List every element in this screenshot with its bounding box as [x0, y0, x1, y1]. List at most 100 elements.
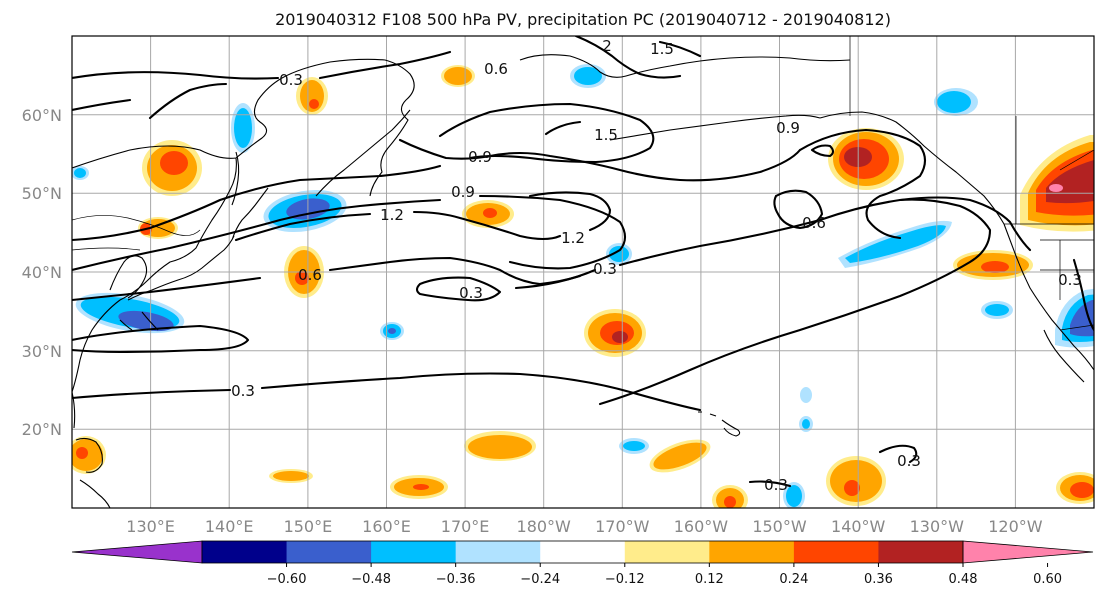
- contour-label: 0.6: [298, 266, 322, 284]
- colorbar-cells: [202, 541, 964, 563]
- korea-coast: [109, 255, 148, 299]
- kamchatka-coast: [315, 109, 411, 197]
- pv-contour-0.6: [72, 256, 582, 302]
- colorbar-tick-label: 0.24: [779, 572, 808, 587]
- contour-label: 0.3: [1058, 271, 1082, 289]
- lon-label: 180°W: [517, 517, 572, 536]
- colorbar-frame: [201, 540, 964, 564]
- map-frame: [71, 35, 1095, 509]
- precip-blob-gulf-alaska: [828, 128, 904, 190]
- precip-blob-kamchatka: [296, 77, 328, 115]
- precip-blob-tropics-2: [649, 439, 711, 473]
- colorbar-cell: [624, 541, 710, 563]
- lat-label-40n: 40°N: [22, 263, 62, 282]
- colorbar-cell: [793, 541, 879, 563]
- precip-blob-taiwan: [72, 436, 106, 474]
- pv-contour-0.9: [72, 194, 627, 272]
- colorbar-tick-label: 0.60: [1033, 572, 1062, 587]
- map-content: 0.3 0.6 1.5 2 1.5 0.9 0.9 0.9 1.2 1.2 0.…: [72, 36, 1094, 508]
- precip-neg-blob-tropics-1: [619, 438, 649, 454]
- precip-blob-tropics-4: [390, 475, 448, 499]
- contour-label: 1.5: [594, 126, 618, 144]
- colorbar-tick-label: −0.12: [605, 572, 645, 587]
- baja-coast: [1043, 329, 1085, 383]
- colorbar-ticks: −0.60 −0.48 −0.36 −0.24 −0.12 0.12 0.24 0.36 0.4…: [267, 563, 1062, 587]
- colorbar-tick-label: 0.36: [864, 572, 893, 587]
- hawaii-islands: [698, 411, 741, 437]
- colorbar-cell: [878, 541, 964, 563]
- us-mexico-border: [1059, 324, 1094, 331]
- precip-negative-shading: [72, 64, 1094, 508]
- precip-neg-blob-central-pacific: [606, 243, 632, 265]
- contour-label: 0.3: [593, 260, 617, 278]
- lon-label: 130°E: [126, 517, 175, 536]
- colorbar-tick-label: −0.60: [267, 572, 307, 587]
- lon-label: 170°E: [441, 517, 490, 536]
- lat-label-20n: 20°N: [22, 420, 62, 439]
- precip-neg-blob-kamchatka-south: [263, 189, 347, 233]
- contour-label: 0.3: [231, 382, 255, 400]
- precip-blob-bering: [441, 65, 475, 87]
- precip-blob-tropics-3: [269, 469, 313, 483]
- pv-contour-0.3-south: [72, 372, 702, 412]
- map-title: 2019040312 F108 500 hPa PV, precipitatio…: [275, 10, 891, 29]
- lon-label: 150°E: [284, 517, 333, 536]
- precip-blob-pacific-northwest: [1020, 135, 1094, 232]
- pv-contour-0.3-mid: [72, 324, 250, 354]
- asia-coast: [72, 58, 415, 393]
- contour-label: 0.3: [459, 284, 483, 302]
- colorbar-tick-label: 0.12: [695, 572, 724, 587]
- colorbar-cell: [709, 541, 795, 563]
- colorbar-extend-left: [71, 540, 203, 564]
- precip-blob-central-pacific: [462, 200, 514, 228]
- colorbar-cell: [371, 541, 457, 563]
- precip-neg-blob-alaska: [934, 88, 978, 116]
- contour-label: 1.2: [561, 229, 585, 247]
- se-alaska-bc-coast: [819, 111, 1005, 225]
- contour-label: 0.9: [776, 119, 800, 137]
- precip-neg-blob-bering-west: [570, 64, 606, 88]
- canada-internal: [1015, 116, 1094, 224]
- contour-label: 0.9: [451, 183, 475, 201]
- us-west-coast: [1003, 223, 1094, 371]
- precip-blob-tropics-1: [464, 431, 536, 461]
- north-alaska-coast: [519, 54, 851, 78]
- colorbar-cell: [202, 541, 288, 563]
- lon-label: 140°W: [831, 517, 886, 536]
- pv-contour-0.3-center: [415, 276, 502, 302]
- precip-neg-blob-japan: [75, 292, 185, 334]
- precip-positive-shading: [72, 65, 1094, 508]
- contour-label: 0.6: [484, 60, 508, 78]
- contour-label: 0.6: [802, 214, 826, 232]
- lon-label: 150°W: [752, 517, 807, 536]
- pv-contour-gulf: [798, 128, 927, 240]
- japan-coast: [119, 187, 269, 331]
- pv-contour-1.5-north: [574, 36, 702, 79]
- sakhalin-coast: [231, 151, 240, 206]
- precip-neg-blob-tropics-2: [783, 482, 805, 508]
- precip-neg-blob-ne-pacific: [838, 220, 952, 268]
- pv-contours: [72, 36, 1094, 488]
- pv-contour-ne: [898, 196, 1032, 252]
- pv-contour-alaska-loop: [773, 189, 824, 230]
- russia-china-border: [72, 215, 201, 236]
- colorbar-cell: [540, 541, 626, 563]
- precip-neg-blob-asia-small: [72, 166, 89, 180]
- colorbar-tick-label: 0.48: [949, 572, 978, 587]
- china-mongolia-border: [72, 247, 141, 251]
- lon-label: 130°W: [910, 517, 965, 536]
- pv-contour-1.2: [234, 191, 612, 242]
- lat-label-60n: 60°N: [22, 106, 62, 125]
- pv-contour-0.3-north: [72, 50, 452, 80]
- lon-label: 120°W: [988, 517, 1043, 536]
- contour-label-group: 0.3 0.6 1.5 2 1.5 0.9 0.9 0.9 1.2 1.2 0.…: [231, 37, 1082, 494]
- pv-contour-0.6-upper: [72, 164, 442, 242]
- contour-label: 2: [602, 37, 612, 55]
- china-coast-south: [72, 391, 76, 429]
- contour-label: 1.5: [650, 40, 674, 58]
- colorbar: −0.60 −0.48 −0.36 −0.24 −0.12 0.12 0.24 0.36 0.4…: [71, 540, 1094, 587]
- contour-label: 0.3: [764, 476, 788, 494]
- longitude-labels: 130°E 140°E 150°E 160°E 170°E 180°W 170°…: [126, 517, 1042, 536]
- pv-contour-tropics: [748, 444, 918, 488]
- precip-blob-tropics-6: [712, 485, 748, 508]
